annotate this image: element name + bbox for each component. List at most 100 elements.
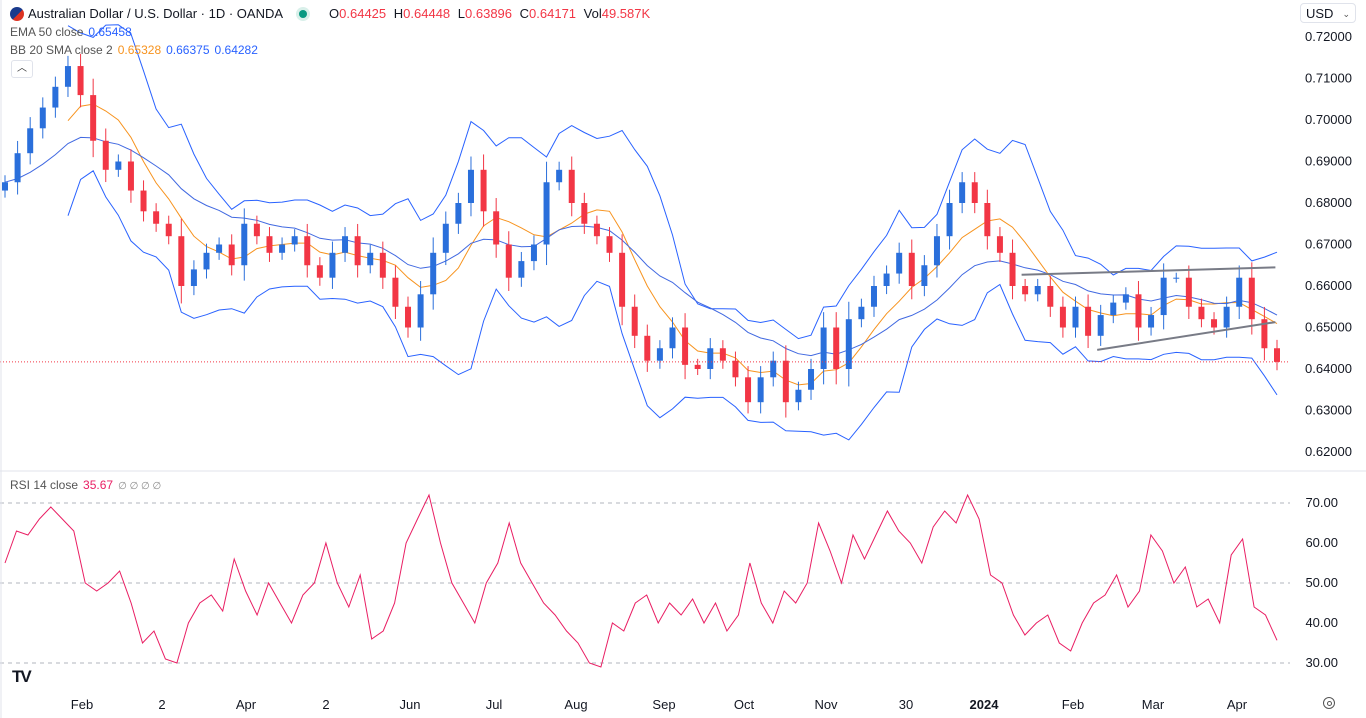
rsi-pane[interactable] <box>0 493 1290 668</box>
candle-body <box>556 169 563 183</box>
settings-gear-icon[interactable] <box>1323 697 1335 709</box>
candle-body <box>959 182 966 203</box>
time-tick-label: 2 <box>158 697 165 712</box>
time-axis[interactable]: Feb 2 Apr 2 Jun Jul Aug Sep Oct Nov 30 2024 Feb Mar Ap… <box>71 697 1248 712</box>
rsi-tick-label: 40.00 <box>1305 615 1338 630</box>
rsi-label: RSI 14 close <box>10 478 79 492</box>
candle-body <box>669 327 676 349</box>
trendline <box>1097 321 1276 351</box>
candle-body <box>1135 294 1142 328</box>
candle-body <box>581 203 588 224</box>
rsi-line <box>4 493 1278 668</box>
rsi-extra-values: ∅ ∅ ∅ ∅ <box>118 481 162 492</box>
time-tick-label: Jun <box>400 697 421 712</box>
candle-body <box>1047 286 1054 307</box>
candle-body <box>1085 306 1092 336</box>
candle-body <box>568 169 575 203</box>
candle-body <box>442 223 449 253</box>
candle-body <box>1148 315 1155 328</box>
candle-body <box>870 286 877 307</box>
bb-lower-value: 0.64282 <box>214 43 258 57</box>
candle-body <box>1059 306 1066 328</box>
candle-body <box>1097 315 1104 336</box>
candle-body <box>153 211 160 224</box>
candle-body <box>405 306 412 328</box>
candle-body <box>178 236 185 286</box>
symbol-legend[interactable]: Australian Dollar / U.S. Dollar · 1D · O… <box>10 6 650 21</box>
price-axis[interactable]: 0.72000 0.71000 0.70000 0.69000 0.68000 0.670… <box>1305 29 1352 459</box>
candle-body <box>921 265 928 286</box>
candle-body <box>102 140 109 170</box>
time-tick-label: Nov <box>814 697 838 712</box>
bb-upper-band <box>67 24 1278 340</box>
candle-body <box>253 223 260 237</box>
candle-body <box>883 273 890 286</box>
open-value: 0.64425 <box>339 6 387 21</box>
candle-body <box>732 360 739 378</box>
candle-body <box>820 327 827 369</box>
time-tick-label: 30 <box>899 697 913 712</box>
price-tick-label: 0.64000 <box>1305 361 1352 376</box>
price-pane[interactable] <box>0 24 1290 441</box>
candle-body <box>1072 306 1079 328</box>
candle-body <box>782 360 789 403</box>
bb-lower-band <box>67 170 1278 441</box>
tradingview-logo[interactable]: TV <box>12 667 32 686</box>
high-value: 0.64448 <box>403 6 451 21</box>
candle-body <box>455 203 462 224</box>
ema-line <box>4 136 1278 357</box>
time-tick-label: Oct <box>734 697 755 712</box>
candle-body <box>14 153 21 183</box>
time-tick-label: Feb <box>71 697 93 712</box>
price-tick-label: 0.68000 <box>1305 195 1352 210</box>
currency-select[interactable]: USD ⌄ <box>1300 3 1356 23</box>
candle-body <box>1034 286 1041 295</box>
candle-body <box>316 265 323 278</box>
candle-body <box>518 261 525 278</box>
candle-body <box>757 377 764 403</box>
candle-body <box>77 66 84 96</box>
rsi-axis[interactable]: 70.00 60.00 50.00 40.00 30.00 <box>1305 495 1338 670</box>
ema-legend[interactable]: EMA 50 close 0.65458 <box>10 25 132 39</box>
volume-value: 49.587K <box>601 6 651 21</box>
candle-body <box>165 223 172 237</box>
close-value: 0.64171 <box>529 6 577 21</box>
ema-label: EMA 50 close <box>10 25 84 39</box>
time-tick-label: 2024 <box>970 697 1000 712</box>
bb-legend[interactable]: BB 20 SMA close 2 0.65328 0.66375 0.64282 <box>10 43 258 57</box>
chevron-down-icon: ⌄ <box>1342 9 1350 19</box>
aud-usd-flag-icon <box>10 6 24 21</box>
market-status-icon[interactable] <box>299 9 308 18</box>
candle-body <box>845 319 852 369</box>
candle-body <box>896 252 903 274</box>
candle-body <box>115 161 122 170</box>
chevron-up-icon: ︿ <box>17 63 27 74</box>
candle-body <box>1248 277 1255 320</box>
rsi-value: 35.67 <box>83 478 114 492</box>
ema-value: 0.65458 <box>88 25 132 39</box>
price-tick-label: 0.66000 <box>1305 278 1352 293</box>
candle-body <box>933 236 940 266</box>
candle-body <box>1173 277 1180 279</box>
candle-body <box>682 327 689 365</box>
currency-value: USD <box>1306 6 1334 21</box>
candle-body <box>1009 252 1016 286</box>
candle-body <box>606 236 613 253</box>
candle-body <box>1211 319 1218 328</box>
candle-body <box>304 236 311 266</box>
candle-body <box>530 244 537 262</box>
candle-body <box>543 182 550 245</box>
candle-body <box>770 360 777 378</box>
candle-body <box>354 236 361 266</box>
candle-body <box>1022 286 1029 295</box>
candle-body <box>505 244 512 278</box>
candle-body <box>908 252 915 286</box>
price-tick-label: 0.65000 <box>1305 320 1352 335</box>
time-tick-label: Mar <box>1142 697 1165 712</box>
ohlc-values: O0.64425 H0.64448 L0.63896 C0.64171 Vol4… <box>329 6 651 21</box>
collapse-legend-button[interactable]: ︿ <box>11 60 33 78</box>
time-tick-label: Jul <box>486 697 503 712</box>
time-tick-label: 2 <box>322 697 329 712</box>
rsi-legend[interactable]: RSI 14 close 35.67 ∅ ∅ ∅ ∅ <box>10 478 161 492</box>
